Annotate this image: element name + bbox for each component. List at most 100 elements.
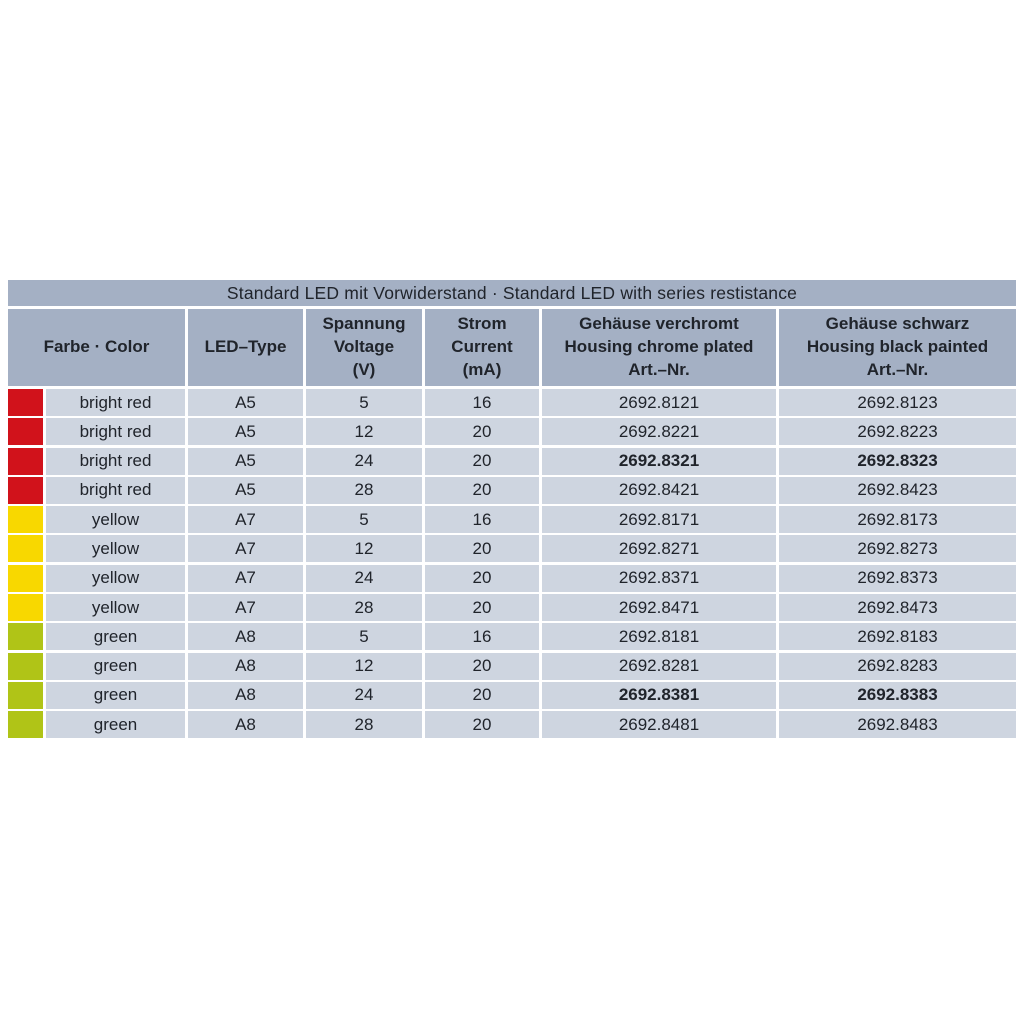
color-swatch xyxy=(8,711,43,739)
table-row: bright red A5 5 16 2692.8121 2692.8123 xyxy=(8,389,1016,416)
cell-current: 20 xyxy=(425,564,539,592)
cell-current: 20 xyxy=(425,447,539,475)
color-swatch xyxy=(8,594,43,622)
cell-voltage: 28 xyxy=(306,711,422,739)
cell-color-name: green xyxy=(46,623,185,651)
cell-artnr-chrome: 2692.8271 xyxy=(542,535,776,563)
cell-color-name: green xyxy=(46,652,185,680)
cell-artnr-black: 2692.8383 xyxy=(779,681,1016,709)
cell-artnr-chrome: 2692.8371 xyxy=(542,564,776,592)
table-row: bright red A5 28 20 2692.8421 2692.8423 xyxy=(8,476,1016,504)
cell-voltage: 5 xyxy=(306,506,422,534)
cell-voltage: 24 xyxy=(306,681,422,709)
cell-led-type: A7 xyxy=(188,594,303,622)
cell-current: 16 xyxy=(425,623,539,651)
cell-artnr-black: 2692.8483 xyxy=(779,711,1016,739)
cell-artnr-chrome: 2692.8121 xyxy=(542,389,776,416)
table-title: Standard LED mit Vorwiderstand · Standar… xyxy=(8,280,1016,306)
cell-current: 20 xyxy=(425,594,539,622)
cell-artnr-black: 2692.8273 xyxy=(779,535,1016,563)
color-swatch xyxy=(8,506,43,534)
cell-voltage: 12 xyxy=(306,418,422,446)
cell-artnr-black: 2692.8223 xyxy=(779,418,1016,446)
color-swatch xyxy=(8,652,43,680)
table-body: bright red A5 5 16 2692.8121 2692.8123 b… xyxy=(8,389,1016,739)
table-row: green A8 24 20 2692.8381 2692.8383 xyxy=(8,681,1016,709)
table-header-row: Farbe · Color LED–Type Spannung Voltage … xyxy=(8,309,1016,386)
cell-led-type: A8 xyxy=(188,652,303,680)
cell-color-name: bright red xyxy=(46,447,185,475)
cell-led-type: A5 xyxy=(188,418,303,446)
cell-color-name: yellow xyxy=(46,535,185,563)
cell-led-type: A7 xyxy=(188,535,303,563)
table-row: yellow A7 12 20 2692.8271 2692.8273 xyxy=(8,535,1016,563)
cell-artnr-black: 2692.8183 xyxy=(779,623,1016,651)
cell-current: 20 xyxy=(425,711,539,739)
cell-current: 20 xyxy=(425,418,539,446)
table-row: yellow A7 24 20 2692.8371 2692.8373 xyxy=(8,564,1016,592)
cell-artnr-chrome: 2692.8221 xyxy=(542,418,776,446)
led-specification-table: Standard LED mit Vorwiderstand · Standar… xyxy=(8,280,1016,739)
table-row: yellow A7 28 20 2692.8471 2692.8473 xyxy=(8,594,1016,622)
cell-artnr-chrome: 2692.8421 xyxy=(542,476,776,504)
cell-led-type: A5 xyxy=(188,447,303,475)
cell-artnr-black: 2692.8423 xyxy=(779,476,1016,504)
table-row: bright red A5 24 20 2692.8321 2692.8323 xyxy=(8,447,1016,475)
cell-color-name: yellow xyxy=(46,506,185,534)
cell-artnr-black: 2692.8283 xyxy=(779,652,1016,680)
cell-voltage: 5 xyxy=(306,623,422,651)
cell-led-type: A5 xyxy=(188,476,303,504)
color-swatch xyxy=(8,418,43,446)
table-row: bright red A5 12 20 2692.8221 2692.8223 xyxy=(8,418,1016,446)
cell-color-name: bright red xyxy=(46,418,185,446)
cell-current: 20 xyxy=(425,681,539,709)
color-swatch xyxy=(8,623,43,651)
table-row: green A8 28 20 2692.8481 2692.8483 xyxy=(8,711,1016,739)
cell-artnr-chrome: 2692.8181 xyxy=(542,623,776,651)
table-row: green A8 12 20 2692.8281 2692.8283 xyxy=(8,652,1016,680)
cell-artnr-black: 2692.8373 xyxy=(779,564,1016,592)
cell-color-name: yellow xyxy=(46,594,185,622)
color-swatch xyxy=(8,447,43,475)
cell-current: 20 xyxy=(425,535,539,563)
table-row: green A8 5 16 2692.8181 2692.8183 xyxy=(8,623,1016,651)
cell-led-type: A5 xyxy=(188,389,303,416)
column-header-artnr-chrome: Gehäuse verchromt Housing chrome plated … xyxy=(542,309,776,386)
color-swatch xyxy=(8,564,43,592)
cell-voltage: 24 xyxy=(306,564,422,592)
cell-voltage: 28 xyxy=(306,476,422,504)
cell-color-name: bright red xyxy=(46,476,185,504)
cell-led-type: A8 xyxy=(188,681,303,709)
cell-color-name: green xyxy=(46,681,185,709)
cell-voltage: 24 xyxy=(306,447,422,475)
cell-current: 16 xyxy=(425,506,539,534)
cell-voltage: 12 xyxy=(306,535,422,563)
cell-led-type: A8 xyxy=(188,711,303,739)
cell-artnr-black: 2692.8123 xyxy=(779,389,1016,416)
table-row: yellow A7 5 16 2692.8171 2692.8173 xyxy=(8,506,1016,534)
cell-color-name: yellow xyxy=(46,564,185,592)
cell-artnr-chrome: 2692.8321 xyxy=(542,447,776,475)
cell-led-type: A8 xyxy=(188,623,303,651)
cell-current: 16 xyxy=(425,389,539,416)
column-header-artnr-black: Gehäuse schwarz Housing black painted Ar… xyxy=(779,309,1016,386)
cell-led-type: A7 xyxy=(188,506,303,534)
cell-artnr-black: 2692.8323 xyxy=(779,447,1016,475)
cell-artnr-chrome: 2692.8471 xyxy=(542,594,776,622)
cell-voltage: 12 xyxy=(306,652,422,680)
cell-artnr-chrome: 2692.8281 xyxy=(542,652,776,680)
cell-artnr-chrome: 2692.8171 xyxy=(542,506,776,534)
color-swatch xyxy=(8,681,43,709)
column-header-voltage: Spannung Voltage (V) xyxy=(306,309,422,386)
column-header-farbe-color: Farbe · Color xyxy=(8,309,185,386)
color-swatch xyxy=(8,476,43,504)
color-swatch xyxy=(8,389,43,416)
color-swatch xyxy=(8,535,43,563)
cell-led-type: A7 xyxy=(188,564,303,592)
cell-color-name: bright red xyxy=(46,389,185,416)
cell-voltage: 28 xyxy=(306,594,422,622)
cell-current: 20 xyxy=(425,476,539,504)
cell-current: 20 xyxy=(425,652,539,680)
cell-artnr-black: 2692.8473 xyxy=(779,594,1016,622)
